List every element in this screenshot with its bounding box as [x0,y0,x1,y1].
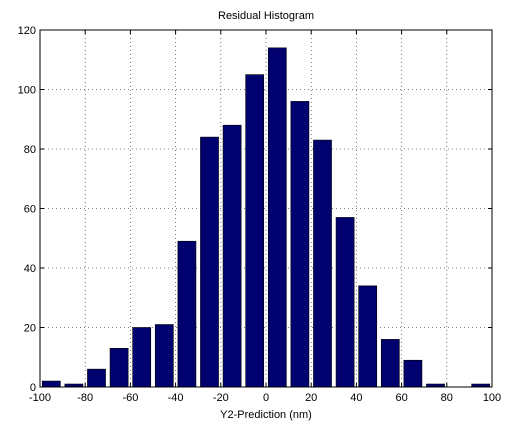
x-tick-label: 40 [350,392,362,404]
x-tick-label: 60 [395,392,407,404]
histogram-bar [358,285,378,388]
x-tick-label: -40 [168,392,184,404]
x-axis-label: Y2-Prediction (nm) [220,409,312,421]
histogram-bar [290,101,310,388]
histogram-bar [41,380,61,388]
x-tick-label: 0 [263,392,269,404]
histogram-bar [267,47,287,388]
histogram-bar [380,339,400,388]
x-tick-label: -60 [122,392,138,404]
chart-title: Residual Histogram [218,10,314,22]
y-tick-label: 0 [30,382,36,394]
histogram-bar [109,348,129,388]
y-tick-label: 40 [24,263,36,275]
x-tick-label: 20 [305,392,317,404]
histogram-bar [154,324,174,388]
histogram-bar [222,124,242,388]
y-tick-label: 120 [18,25,36,37]
y-tick-label: 100 [18,85,36,97]
x-tick-label: 80 [441,392,453,404]
axis-ticks [39,29,493,388]
y-tick-label: 80 [24,144,36,156]
histogram-bar [335,217,355,388]
histogram-bar [132,327,152,388]
histogram-bar [403,359,423,388]
histogram-bar [313,139,332,388]
histogram-bar [200,136,219,388]
x-tick-label: -100 [29,392,51,404]
histogram-bar [177,240,197,388]
x-tick-labels: -100 -80 -60 -40 -20 0 20 40 60 80 100 [29,392,501,404]
y-tick-label: 20 [24,323,36,335]
x-tick-label: -20 [213,392,229,404]
x-tick-label: 100 [483,392,501,404]
histogram-bar [87,368,106,388]
grid-lines [40,30,492,387]
histogram-bar [245,74,265,388]
x-tick-label: -80 [77,392,93,404]
y-tick-labels: 0 20 40 60 80 100 120 [18,25,36,394]
y-tick-label: 60 [24,204,36,216]
